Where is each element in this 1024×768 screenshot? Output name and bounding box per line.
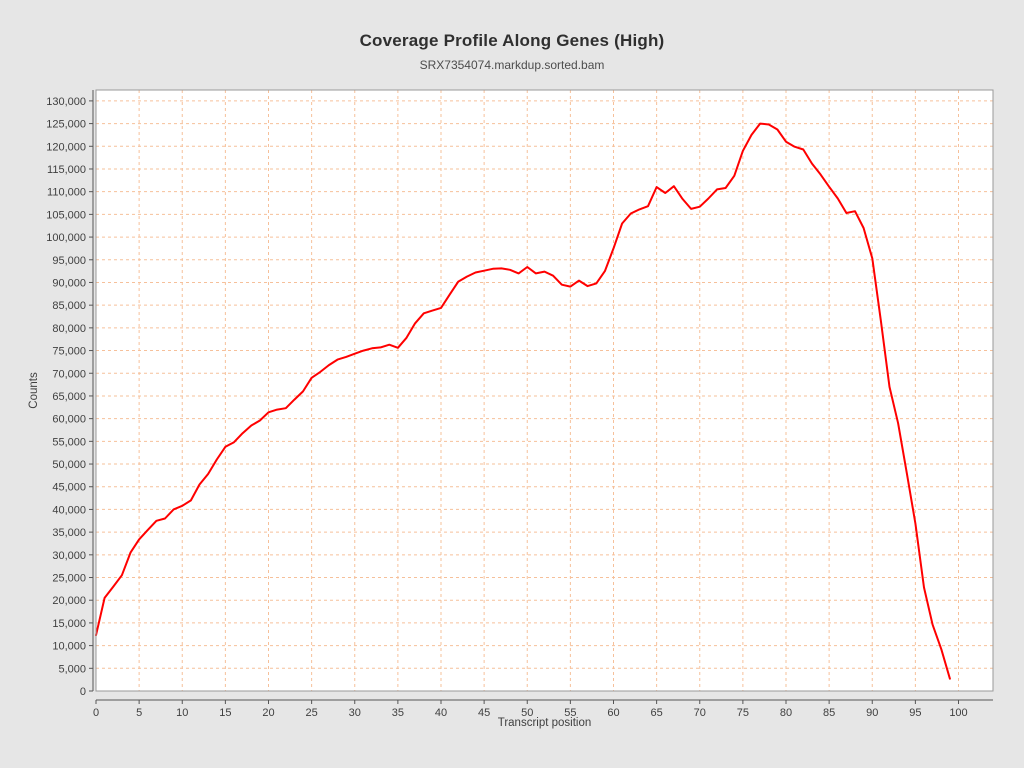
- x-tick-label: 5: [136, 707, 142, 719]
- x-tick-label: 85: [823, 707, 835, 719]
- coverage-series-line: [95, 122, 951, 680]
- x-tick-label: 45: [478, 707, 490, 719]
- y-tick-label: 0: [80, 686, 86, 698]
- y-tick-label: 10,000: [52, 641, 86, 653]
- y-tick-label: 95,000: [52, 255, 86, 267]
- y-tick-label: 75,000: [52, 346, 86, 358]
- chart-subtitle: SRX7354074.markdup.sorted.bam: [419, 58, 605, 72]
- y-tick-label: 105,000: [46, 209, 86, 221]
- y-tick-label: 130,000: [46, 96, 86, 108]
- y-tick-label: 115,000: [47, 164, 86, 176]
- y-tick-label: 40,000: [52, 504, 86, 516]
- x-tick-label: 75: [737, 707, 749, 719]
- y-tick-label: 45,000: [52, 482, 86, 494]
- x-tick-label: 70: [694, 707, 706, 719]
- chart-title: Coverage Profile Along Genes (High): [359, 31, 665, 50]
- x-tick-label: 15: [219, 707, 231, 719]
- x-tick-label: 80: [780, 707, 792, 719]
- y-tick-label: 15,000: [52, 618, 86, 630]
- y-tick-label: 90,000: [52, 277, 86, 289]
- plot-border: [95, 89, 994, 692]
- plot-area: [96, 90, 993, 691]
- y-tick-label: 25,000: [52, 573, 86, 585]
- y-tick-label: 80,000: [52, 323, 86, 335]
- y-tick-label: 50,000: [52, 459, 86, 471]
- x-tick-label: 30: [349, 707, 361, 719]
- x-tick-label: 25: [306, 707, 318, 719]
- x-tick-label: 35: [392, 707, 404, 719]
- x-tick-label: 40: [435, 707, 447, 719]
- x-tick-label: 10: [176, 707, 188, 719]
- x-tick-label: 65: [651, 707, 663, 719]
- grid-lines: [95, 90, 993, 692]
- x-tick-label: 100: [949, 707, 967, 719]
- y-tick-label: 100,000: [46, 232, 86, 244]
- y-tick-label: 65,000: [52, 391, 86, 403]
- y-tick-label: 60,000: [52, 414, 86, 426]
- x-axis-title: Transcript position: [498, 717, 592, 729]
- y-axis-title: Counts: [28, 372, 40, 409]
- y-tick-label: 70,000: [52, 368, 86, 380]
- x-tick-label: 95: [909, 707, 921, 719]
- x-tick-label: 90: [866, 707, 878, 719]
- y-tick-label: 120,000: [46, 141, 86, 153]
- x-tick-label: 0: [93, 707, 99, 719]
- x-tick-label: 60: [607, 707, 619, 719]
- y-tick-label: 55,000: [52, 436, 86, 448]
- y-tick-label: 30,000: [52, 550, 86, 562]
- y-tick-label: 125,000: [46, 119, 86, 131]
- x-axis-ticks: 0 5 10 15 20 25 30 35 40 45 50 55 60 65 70 75 80 85 90 95 10…: [93, 700, 968, 719]
- x-tick-label: 20: [262, 707, 274, 719]
- x-tick-label: 55: [564, 707, 576, 719]
- y-tick-label: 35,000: [52, 527, 86, 539]
- y-tick-label: 20,000: [52, 595, 86, 607]
- y-axis-ticks: 0 5,000 10,000 15,000 20,000 25,000 30,000 35,0…: [46, 96, 93, 698]
- x-tick-label: 50: [521, 707, 533, 719]
- y-tick-label: 5,000: [58, 663, 86, 675]
- axis-lines: [92, 90, 993, 701]
- y-tick-label: 110,000: [47, 187, 86, 199]
- y-tick-label: 85,000: [52, 300, 86, 312]
